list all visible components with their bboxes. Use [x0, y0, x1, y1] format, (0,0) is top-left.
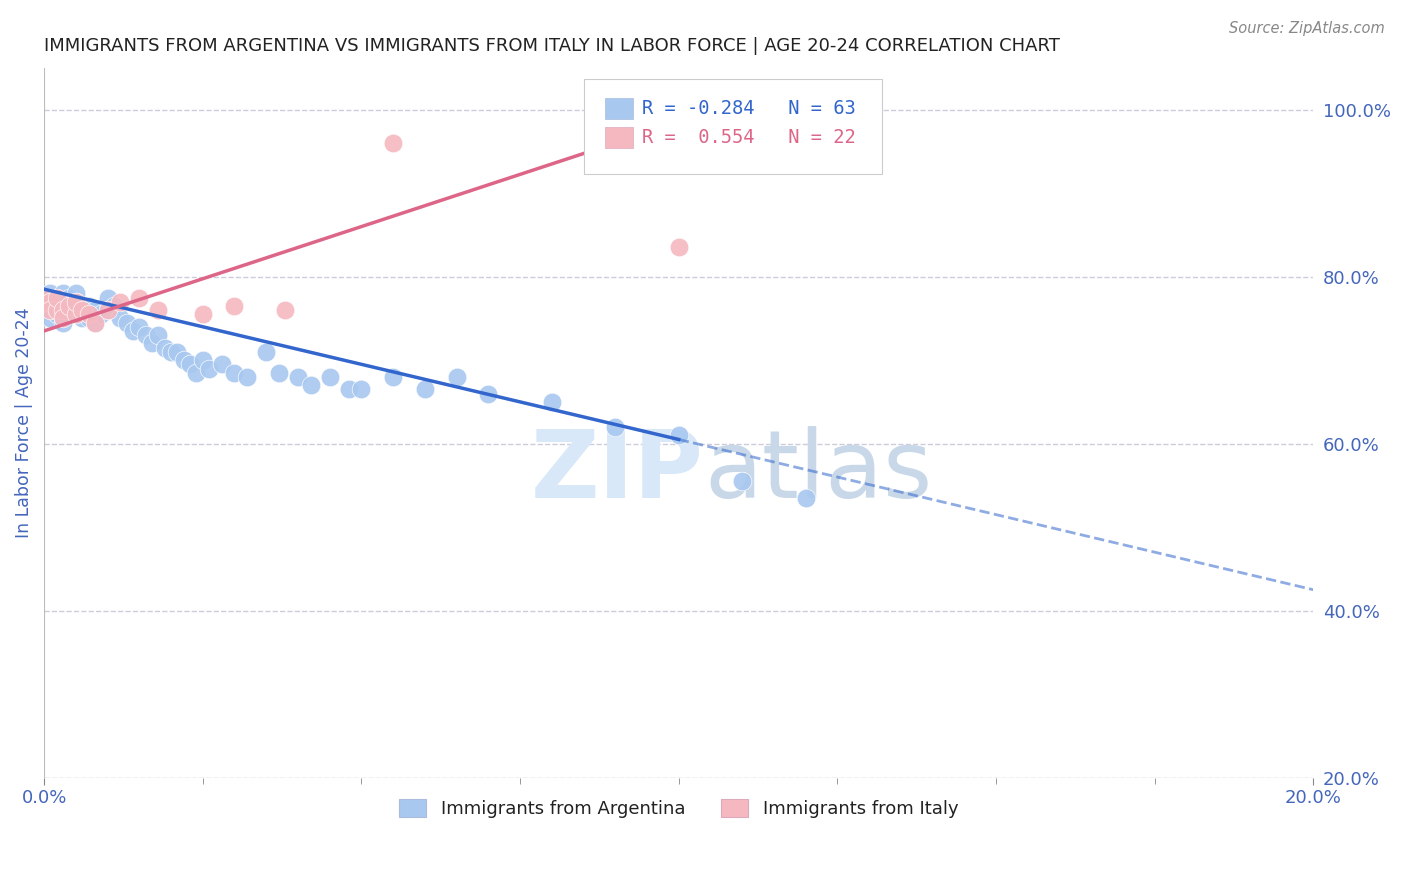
- Point: [128, 291, 150, 305]
- Point: [446, 369, 468, 384]
- Point: [65, 294, 87, 309]
- Point: [39, 311, 62, 326]
- Point: [83, 316, 105, 330]
- Point: [97, 303, 120, 318]
- Point: [70, 303, 93, 318]
- Point: [382, 369, 405, 384]
- Point: [52, 303, 75, 318]
- Text: R =  0.554   N = 22: R = 0.554 N = 22: [643, 128, 856, 147]
- Point: [668, 240, 690, 254]
- Point: [45, 307, 67, 321]
- Point: [186, 366, 208, 380]
- Point: [52, 286, 75, 301]
- Point: [39, 294, 62, 309]
- Point: [45, 294, 67, 309]
- Point: [65, 294, 87, 309]
- Point: [65, 307, 87, 321]
- Point: [83, 303, 105, 318]
- Point: [122, 324, 145, 338]
- Point: [350, 383, 373, 397]
- Point: [77, 311, 100, 326]
- Point: [198, 361, 221, 376]
- Text: atlas: atlas: [704, 426, 932, 518]
- Point: [58, 299, 80, 313]
- Point: [274, 303, 297, 318]
- Point: [128, 319, 150, 334]
- Point: [236, 369, 259, 384]
- Text: ZIP: ZIP: [531, 426, 704, 518]
- Point: [52, 316, 75, 330]
- Text: R = -0.284   N = 63: R = -0.284 N = 63: [643, 99, 856, 118]
- Point: [39, 303, 62, 318]
- Point: [153, 341, 176, 355]
- Point: [77, 299, 100, 313]
- Point: [45, 303, 67, 318]
- Point: [52, 294, 75, 309]
- Point: [173, 353, 195, 368]
- Point: [337, 383, 360, 397]
- Point: [70, 303, 93, 318]
- Point: [540, 395, 562, 409]
- Point: [254, 344, 277, 359]
- Point: [267, 366, 290, 380]
- Point: [191, 353, 214, 368]
- Point: [58, 299, 80, 313]
- Bar: [605, 127, 633, 148]
- Text: Source: ZipAtlas.com: Source: ZipAtlas.com: [1229, 21, 1385, 36]
- Point: [110, 311, 132, 326]
- Point: [166, 344, 188, 359]
- Point: [77, 307, 100, 321]
- Point: [37, 291, 59, 305]
- FancyBboxPatch shape: [583, 78, 882, 175]
- Point: [115, 316, 138, 330]
- Point: [45, 291, 67, 305]
- Point: [477, 386, 499, 401]
- Point: [299, 378, 322, 392]
- Point: [52, 311, 75, 326]
- Point: [413, 383, 436, 397]
- Point: [179, 357, 201, 371]
- Point: [90, 307, 112, 321]
- Point: [45, 303, 67, 318]
- Point: [97, 303, 120, 318]
- Point: [135, 328, 157, 343]
- Text: IMMIGRANTS FROM ARGENTINA VS IMMIGRANTS FROM ITALY IN LABOR FORCE | AGE 20-24 CO: IMMIGRANTS FROM ARGENTINA VS IMMIGRANTS …: [44, 37, 1060, 55]
- Point: [39, 303, 62, 318]
- Point: [605, 420, 627, 434]
- Point: [37, 291, 59, 305]
- Y-axis label: In Labor Force | Age 20-24: In Labor Force | Age 20-24: [15, 308, 32, 538]
- Point: [224, 299, 246, 313]
- Point: [58, 303, 80, 318]
- Legend: Immigrants from Argentina, Immigrants from Italy: Immigrants from Argentina, Immigrants fr…: [392, 791, 966, 825]
- Point: [45, 291, 67, 305]
- Point: [148, 328, 170, 343]
- Point: [160, 344, 183, 359]
- Point: [141, 336, 163, 351]
- Point: [52, 307, 75, 321]
- Point: [794, 491, 817, 505]
- Point: [318, 369, 340, 384]
- Point: [731, 474, 754, 488]
- Point: [148, 303, 170, 318]
- Point: [39, 286, 62, 301]
- Point: [103, 299, 125, 313]
- Point: [287, 369, 309, 384]
- Point: [83, 316, 105, 330]
- Point: [382, 136, 405, 150]
- Bar: [605, 98, 633, 119]
- Point: [211, 357, 233, 371]
- Point: [97, 291, 120, 305]
- Point: [65, 286, 87, 301]
- Point: [65, 307, 87, 321]
- Point: [191, 307, 214, 321]
- Point: [42, 299, 65, 313]
- Point: [58, 291, 80, 305]
- Point: [70, 311, 93, 326]
- Point: [224, 366, 246, 380]
- Point: [110, 294, 132, 309]
- Point: [668, 428, 690, 442]
